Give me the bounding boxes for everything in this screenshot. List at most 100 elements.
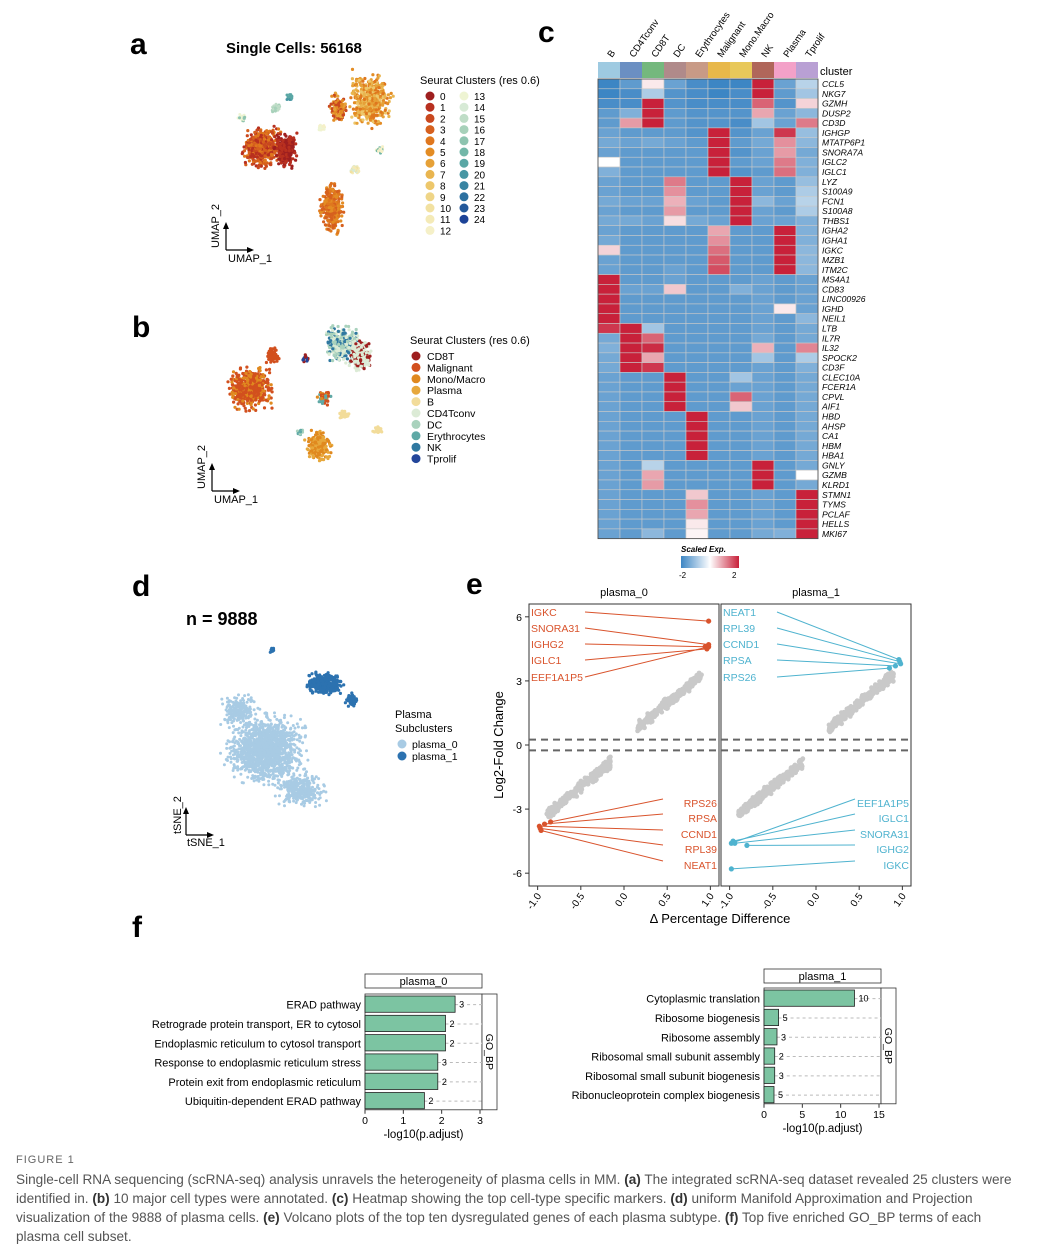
- umap-point: [259, 133, 263, 137]
- heatmap-cell: [685, 156, 709, 168]
- umap-point: [373, 79, 377, 84]
- umap-point: [266, 153, 270, 157]
- heatmap-cell: [685, 98, 709, 109]
- heatmap-gene-label: IL32: [822, 343, 839, 353]
- heatmap-cell: [751, 469, 775, 481]
- heatmap-cell: [707, 313, 731, 324]
- heatmap-cell: [751, 499, 775, 510]
- heatmap-cell: [641, 205, 665, 217]
- heatmap-cell: [729, 469, 753, 481]
- legend-a-swatch: [425, 225, 435, 235]
- heatmap-cell: [641, 450, 665, 461]
- heatmap-cell: [685, 460, 709, 471]
- umap-point: [365, 355, 369, 359]
- heatmap-cell: [619, 450, 643, 461]
- heatmap-cell: [729, 88, 753, 99]
- umap-point: [264, 164, 268, 168]
- umap-point: [364, 351, 368, 355]
- heatmap-cell: [597, 186, 621, 197]
- umap-point: [258, 150, 262, 154]
- umap-point: [251, 376, 256, 380]
- umap-point: [285, 141, 289, 145]
- heatmap-cell: [597, 460, 621, 471]
- heatmap-cell: [663, 460, 687, 471]
- umap-point: [227, 386, 231, 390]
- umap-point: [249, 398, 253, 402]
- heatmap-cell: [663, 78, 687, 90]
- umap-point: [370, 81, 374, 85]
- heatmap-cell: [663, 313, 687, 324]
- heatmap-cell: [663, 147, 687, 158]
- umap-point: [331, 220, 335, 224]
- umap-point: [283, 157, 287, 161]
- heatmap-cell: [685, 518, 709, 530]
- umap-point: [278, 152, 282, 157]
- heatmap-cell: [773, 225, 797, 236]
- heatmap-cell: [597, 489, 621, 500]
- umap-point: [318, 126, 322, 130]
- heatmap-cell: [773, 313, 797, 324]
- heatmap-cell: [729, 509, 753, 520]
- umap-point: [330, 217, 334, 221]
- heatmap-cell: [707, 342, 731, 354]
- legend-b-swatch: [411, 442, 421, 452]
- umap-point: [380, 82, 384, 86]
- legend-a-label: 8: [440, 182, 446, 193]
- heatmap-cell: [641, 469, 665, 481]
- heatmap-cell: [729, 284, 753, 295]
- legend-a-label: 14: [474, 103, 486, 114]
- umap-point: [233, 405, 237, 409]
- heatmap-cell: [773, 205, 797, 217]
- heatmap-cell: [773, 479, 797, 491]
- umap-point: [267, 397, 271, 401]
- tsne-point: [286, 770, 290, 774]
- heatmap-gene-label: S100A9: [822, 187, 853, 197]
- heatmap-cell: [641, 264, 665, 275]
- heatmap-cell: [707, 469, 731, 481]
- panel-d-letter: d: [132, 570, 150, 603]
- umap-point: [374, 84, 378, 88]
- heatmap-cell: [795, 411, 819, 422]
- umap-point: [365, 112, 369, 116]
- heatmap-cell: [663, 303, 687, 315]
- umap-point: [348, 341, 352, 345]
- umap-point: [259, 154, 263, 158]
- heatmap-gene-label: HBM: [822, 441, 842, 451]
- heatmap-cell: [597, 323, 621, 334]
- umap-point: [254, 134, 258, 138]
- umap-point: [298, 430, 303, 434]
- heatmap-gene-label: IGLC1: [822, 167, 847, 177]
- tsne-point: [252, 779, 256, 783]
- heatmap-cell: [685, 479, 709, 491]
- heatmap-cell: [773, 137, 797, 148]
- umap-point: [321, 194, 325, 198]
- heatmap-cell: [663, 469, 687, 481]
- heatmap-cell: [795, 372, 819, 383]
- heatmap-color-scale: Scaled Exp. -2 2: [679, 545, 739, 580]
- heatmap-cell: [729, 166, 753, 178]
- heatmap-cell: [641, 489, 665, 500]
- heatmap-cell: [663, 499, 687, 510]
- heatmap-gene-label: NEIL1: [822, 314, 846, 324]
- legend-a-swatch: [459, 102, 469, 112]
- legend-a-label: 21: [474, 182, 486, 193]
- heatmap-cell: [663, 137, 687, 148]
- umap-point: [336, 329, 340, 333]
- legend-b-swatch: [411, 454, 421, 464]
- heatmap-cell: [619, 127, 643, 138]
- panel-a-letter: a: [130, 28, 147, 61]
- heatmap-gene-label: S100A8: [822, 206, 853, 216]
- umap-point: [278, 132, 282, 136]
- umap-point: [230, 383, 234, 387]
- heatmap-cell: [663, 381, 687, 393]
- umap-point: [371, 120, 375, 124]
- umap-point: [249, 403, 253, 407]
- umap-point: [383, 95, 387, 99]
- heatmap-cell: [641, 176, 665, 187]
- heatmap-cell: [685, 332, 709, 344]
- heatmap-cell: [685, 352, 709, 363]
- heatmap-cell: [795, 528, 819, 539]
- heatmap-cell: [619, 284, 643, 295]
- heatmap-cell: [641, 499, 665, 510]
- umap-point: [345, 339, 350, 343]
